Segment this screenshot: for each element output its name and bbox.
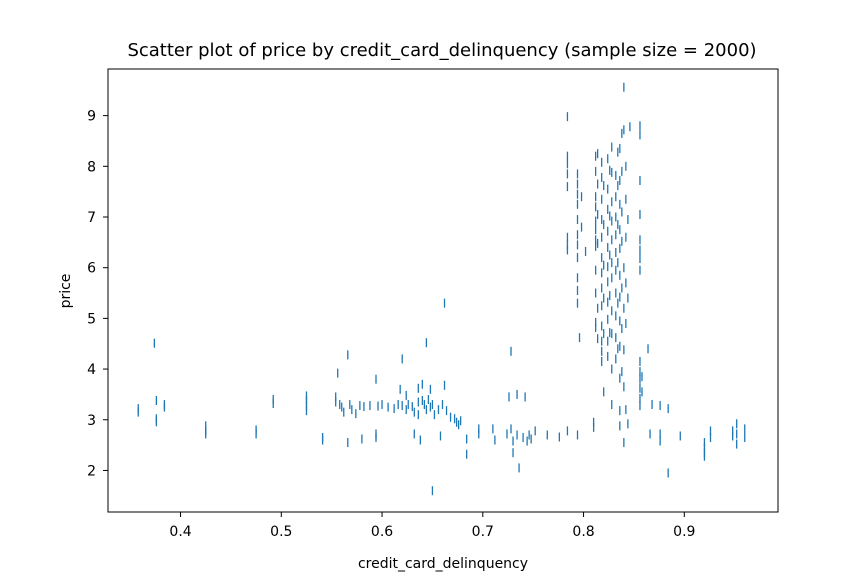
y-axis-ticks: 2 3 4 5 6 7 8 9 bbox=[87, 109, 108, 479]
x-tick-label: 0.6 bbox=[371, 524, 393, 540]
data-points bbox=[137, 82, 746, 496]
x-tick-label: 0.4 bbox=[169, 524, 191, 540]
y-tick-label: 4 bbox=[87, 362, 96, 378]
x-tick-label: 0.9 bbox=[673, 524, 695, 540]
x-axis-ticks: 0.4 0.5 0.6 0.7 0.8 0.9 bbox=[169, 512, 695, 540]
x-tick-label: 0.8 bbox=[572, 524, 594, 540]
x-tick-label: 0.7 bbox=[472, 524, 494, 540]
y-tick-label: 5 bbox=[87, 311, 96, 327]
y-tick-label: 2 bbox=[87, 463, 96, 479]
plot-frame bbox=[107, 68, 779, 513]
x-tick-label: 0.5 bbox=[270, 524, 292, 540]
y-tick-label: 7 bbox=[87, 210, 96, 226]
y-tick-label: 6 bbox=[87, 261, 96, 277]
y-tick-label: 9 bbox=[87, 109, 96, 125]
y-axis-label: price bbox=[58, 274, 74, 309]
y-tick-label: 8 bbox=[87, 159, 96, 175]
x-axis-label: credit_card_delinquency bbox=[358, 556, 528, 572]
y-tick-label: 3 bbox=[87, 413, 96, 429]
chart-title: Scatter plot of price by credit_card_del… bbox=[127, 40, 756, 61]
